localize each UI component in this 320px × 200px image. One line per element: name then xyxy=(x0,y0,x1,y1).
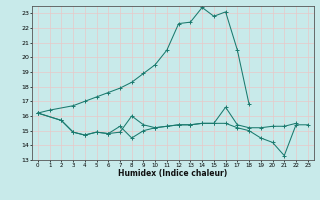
X-axis label: Humidex (Indice chaleur): Humidex (Indice chaleur) xyxy=(118,169,228,178)
